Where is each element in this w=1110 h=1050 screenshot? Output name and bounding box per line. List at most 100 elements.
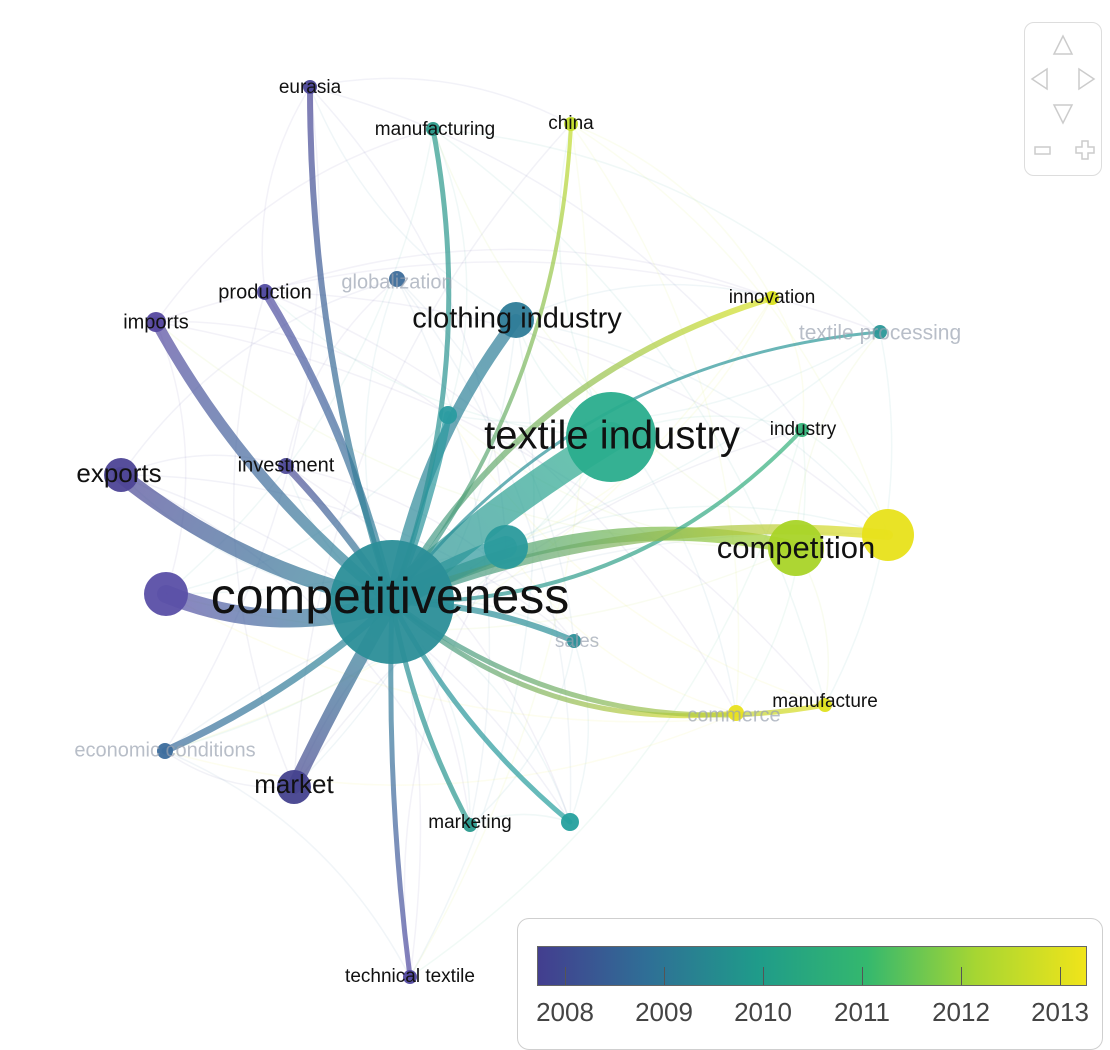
node-clothing-industry[interactable] — [498, 302, 534, 338]
node-unlabeled-3[interactable] — [561, 813, 579, 831]
background-link — [164, 750, 411, 978]
background-link — [432, 128, 881, 333]
label-market[interactable]: market — [254, 769, 334, 799]
node-exports[interactable] — [104, 458, 138, 492]
label-marketing[interactable]: marketing — [428, 812, 511, 833]
background-link — [505, 505, 889, 548]
legend-tick — [1060, 967, 1061, 985]
background-link — [264, 291, 612, 438]
legend-year-label: 2008 — [536, 997, 594, 1027]
background-link — [735, 429, 806, 714]
background-link — [165, 331, 881, 595]
legend-tick — [565, 967, 566, 985]
node-textile-industry[interactable] — [566, 392, 656, 482]
label-technical-textile[interactable]: technical textile — [345, 966, 475, 987]
background-link — [771, 297, 805, 431]
background-link — [164, 297, 773, 752]
node-innovation[interactable] — [765, 291, 779, 305]
background-link — [165, 414, 449, 595]
background-link — [264, 291, 737, 714]
label-manufacturing[interactable]: manufacturing — [375, 119, 495, 140]
node-unlabeled-5[interactable] — [144, 572, 188, 616]
background-link — [515, 283, 773, 321]
node-unlabeled-1[interactable] — [439, 406, 457, 424]
label-industry[interactable]: industry — [770, 419, 837, 440]
legend-tick — [763, 967, 764, 985]
background-link — [432, 128, 826, 706]
node-competitiveness[interactable] — [330, 540, 454, 664]
node-unlabeled-2[interactable] — [484, 525, 528, 569]
triangle-left-icon[interactable] — [1028, 65, 1052, 95]
background-link — [264, 291, 889, 536]
edge-competitiveness-innovation — [389, 295, 775, 605]
label-imports[interactable]: imports — [123, 311, 189, 333]
label-production[interactable]: production — [218, 281, 311, 303]
node-textile-processing[interactable] — [873, 325, 887, 339]
label-exports[interactable]: exports — [76, 458, 161, 488]
color-legend: 2008 2009 2010 2011 2012 2013 — [517, 918, 1103, 1050]
background-link — [469, 640, 575, 826]
legend-tick — [862, 967, 863, 985]
node-manufacture[interactable] — [818, 698, 832, 712]
triangle-up-icon[interactable] — [1051, 31, 1075, 57]
background-link — [164, 712, 737, 786]
node-eurasia[interactable] — [303, 80, 317, 94]
node-industry[interactable] — [795, 423, 809, 437]
edge-competitiveness-industry — [390, 428, 804, 605]
node-imports[interactable] — [146, 312, 166, 332]
label-china[interactable]: china — [548, 113, 594, 134]
label-commerce[interactable]: commerce — [687, 704, 780, 726]
background-link — [155, 321, 826, 706]
node-sales[interactable] — [567, 634, 581, 648]
background-link — [261, 86, 311, 293]
label-clothing-industry[interactable]: clothing industry — [412, 303, 622, 335]
background-link — [264, 248, 773, 299]
background-link — [309, 86, 517, 321]
background-link — [285, 465, 571, 823]
background-link — [409, 123, 590, 978]
triangle-right-icon[interactable] — [1074, 65, 1098, 95]
plus-icon[interactable] — [1072, 138, 1098, 164]
label-eurasia[interactable]: eurasia — [279, 77, 342, 98]
node-technical-textile[interactable] — [403, 970, 417, 984]
node-investment[interactable] — [278, 458, 294, 474]
background-link — [505, 297, 773, 548]
node-production[interactable] — [257, 284, 273, 300]
node-economic-conditions[interactable] — [157, 743, 173, 759]
background-link — [155, 321, 797, 549]
legend-year-label: 2012 — [932, 997, 990, 1027]
background-link — [432, 128, 797, 549]
legend-year-label: 2013 — [1031, 997, 1089, 1027]
label-competitiveness[interactable]: competitiveness — [211, 568, 570, 624]
background-link — [469, 813, 571, 826]
background-link — [570, 123, 740, 714]
triangle-down-icon[interactable] — [1051, 99, 1075, 125]
nodes-layer — [104, 80, 914, 984]
minus-icon[interactable] — [1030, 138, 1054, 162]
background-link — [515, 319, 737, 714]
label-sales[interactable]: sales — [555, 631, 599, 652]
node-globalization[interactable] — [389, 271, 405, 287]
node-commerce[interactable] — [728, 705, 744, 721]
background-link — [309, 86, 803, 431]
node-manufacturing[interactable] — [426, 122, 440, 136]
label-innovation[interactable]: innovation — [729, 287, 816, 308]
navigation-control — [1024, 22, 1102, 176]
label-investment[interactable]: investment — [238, 454, 335, 476]
background-link — [164, 86, 320, 752]
node-china[interactable] — [564, 117, 578, 131]
node-competition[interactable] — [768, 520, 824, 576]
label-manufacture[interactable]: manufacture — [772, 691, 878, 712]
node-market[interactable] — [277, 770, 311, 804]
legend-year-label: 2009 — [635, 997, 693, 1027]
label-economic-conditions[interactable]: economic conditions — [74, 739, 255, 761]
label-globalization[interactable]: globalization — [341, 271, 452, 293]
label-textile-processing[interactable]: textile processing — [799, 322, 961, 345]
label-textile-industry[interactable]: textile industry — [484, 414, 740, 458]
label-competition[interactable]: competition — [717, 530, 876, 565]
background-link — [155, 321, 187, 595]
background-link — [120, 278, 398, 476]
node-marketing[interactable] — [463, 818, 477, 832]
node-unlabeled-4[interactable] — [862, 509, 914, 561]
